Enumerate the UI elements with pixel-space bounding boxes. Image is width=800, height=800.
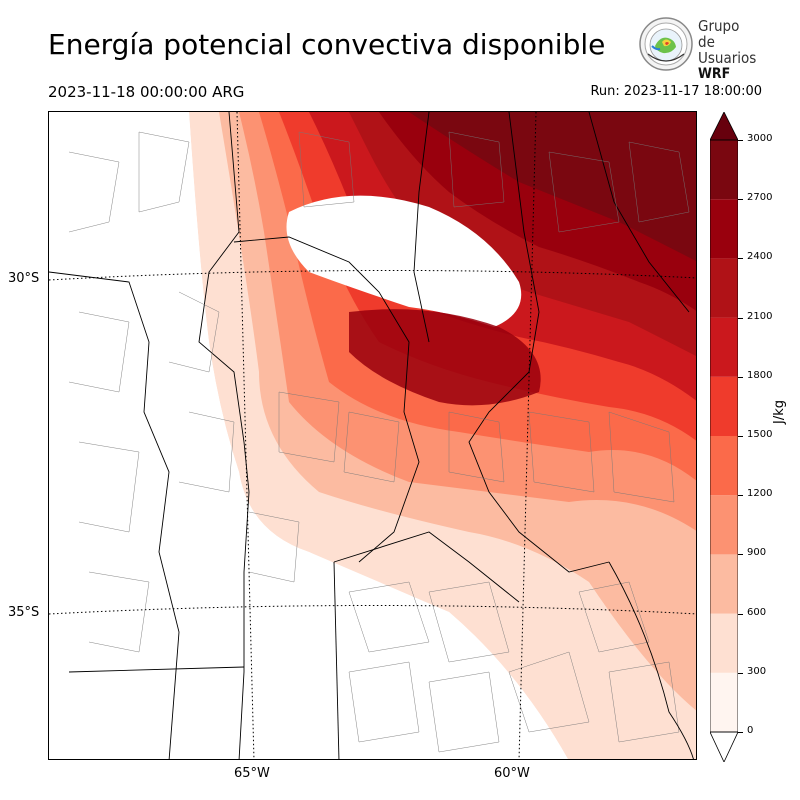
colorbar-segment [710, 376, 738, 436]
colorbar-tick-mark [738, 732, 743, 733]
colorbar-tick-mark [738, 436, 743, 437]
colorbar-tick-mark [738, 258, 743, 260]
valid-time: 2023-11-18 00:00:00 ARG [48, 83, 245, 101]
colorbar-segment [710, 495, 738, 555]
colorbar-tick-mark [738, 317, 743, 319]
cape-field-layer [49, 112, 696, 759]
colorbar-extend-max [709, 111, 739, 141]
colorbar-tick-label: 0 [747, 725, 754, 736]
parallel-35s [49, 605, 696, 615]
colorbar-segment [710, 554, 738, 614]
colorbar-tick-label: 1500 [747, 429, 773, 440]
colorbar-tick-label: 600 [747, 606, 767, 618]
colorbar-segment [710, 436, 738, 496]
colorbar-extend-min [709, 731, 739, 763]
colorbar-tick-label: 1200 [747, 488, 773, 500]
run-time: Run: 2023-11-17 18:00:00 [590, 84, 762, 99]
colorbar-tick-label: 3000 [747, 133, 773, 144]
cape-map [48, 111, 697, 760]
colorbar-tick-mark [738, 495, 743, 497]
meridian-60w [518, 112, 537, 759]
colorbar-tick-mark [738, 376, 743, 378]
cape-low-southwest [49, 112, 568, 759]
colorbar-tick-label: 2100 [747, 310, 773, 322]
colorbar-segment [710, 317, 738, 377]
colorbar-segment [710, 672, 738, 732]
colorbar-tick-mark [738, 672, 743, 674]
colorbar-svg [709, 111, 739, 763]
logo-line-3: WRF [698, 66, 731, 82]
map-title: Energía potencial convectiva disponible [48, 28, 606, 61]
lon-label-60w: 60°W [494, 766, 530, 781]
cape-field-svg [49, 112, 696, 759]
graticule [49, 112, 696, 759]
colorbar-segment [710, 258, 738, 318]
coastline [608, 561, 694, 759]
colorbar-tick-mark [738, 554, 743, 556]
globe-seal-icon [639, 17, 693, 71]
colorbar-tick-mark [738, 140, 743, 141]
colorbar [709, 111, 739, 763]
colorbar-segment [710, 613, 738, 673]
colorbar-segment [710, 199, 738, 259]
department-borders [68, 131, 690, 753]
colorbar-tick-label: 2400 [747, 251, 773, 263]
parallel-30s [49, 269, 696, 281]
logo-line-1: Grupo de [698, 17, 740, 51]
logo-line-2: Usuarios [698, 49, 757, 67]
cape-high-ring [349, 309, 541, 406]
meridian-65w [236, 112, 255, 759]
colorbar-tick-label: 300 [747, 665, 767, 677]
colorbar-unit: J/kg [772, 400, 787, 424]
colorbar-segment [710, 140, 738, 200]
colorbar-tick-label: 1800 [747, 369, 773, 381]
lat-label-35s: 35°S [8, 605, 40, 620]
colorbar-tick-mark [738, 613, 743, 615]
lat-label-30s: 30°S [8, 271, 40, 286]
colorbar-tick-label: 900 [747, 547, 767, 559]
cape-low-zone [286, 195, 522, 327]
cape-band-2400-2700 [409, 112, 696, 261]
colorbar-tick-label: 2700 [747, 192, 773, 204]
lon-label-65w: 65°W [234, 766, 270, 781]
grupo-wrf-logo: Grupo de Usuarios WRF [638, 16, 758, 82]
colorbar-tick-mark [738, 199, 743, 201]
